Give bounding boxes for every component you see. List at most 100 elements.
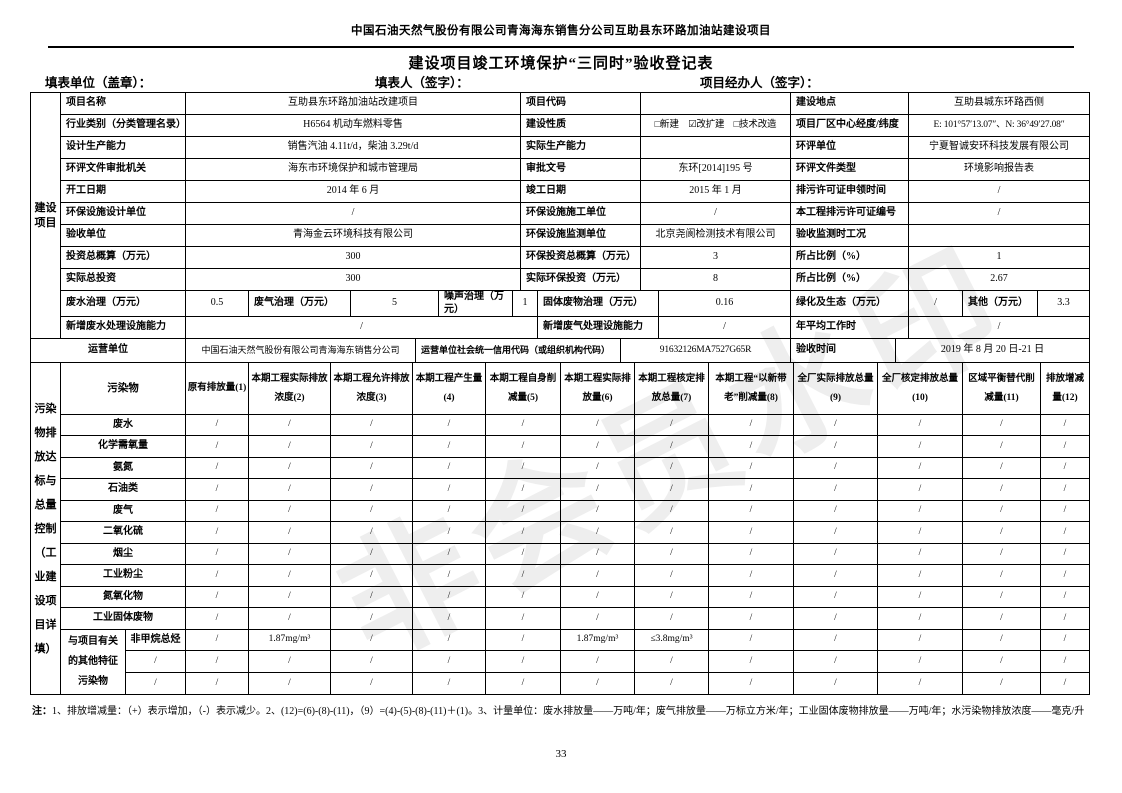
pollutant-rows: 废水 / / / / / / / / / / / / 化学需氧量 / / / / / / / / / / / / 氨氮 / / / / / / /… xyxy=(61,415,1089,630)
pollutant-value: / xyxy=(709,565,794,586)
pollutant-value: / xyxy=(635,673,709,694)
pollutant-row: 石油类 / / / / / / / / / / / / xyxy=(61,479,1089,501)
value-project-code xyxy=(641,93,791,114)
pollutant-value: / xyxy=(635,457,709,479)
pollutant-value: / xyxy=(1063,548,1067,559)
pollutant-table: 污染物 原有排放量(1) 本期工程实际排放浓度(2) 本期工程允许排放浓度(3) 本期… xyxy=(61,363,1089,694)
project-handler-label: 项目经办人（签字）： xyxy=(700,76,819,90)
band-text-line: 建设 xyxy=(34,201,57,214)
other-pollutant-row: / / / / / / / / / / / / / xyxy=(126,673,1089,694)
other-pollutant-name: 非甲烷总烃 xyxy=(126,629,186,651)
pollutant-value: / xyxy=(186,415,249,436)
band-text-line: 业建 xyxy=(34,570,57,583)
value-wastewater-treatment-fee: 0.5 xyxy=(186,291,249,316)
pollutant-value: / xyxy=(709,608,794,629)
pollutant-value: / xyxy=(249,500,331,522)
pollutant-value: / xyxy=(249,543,331,565)
pollutant-name: 废水 xyxy=(61,415,186,436)
pollutant-value: / xyxy=(413,565,486,586)
value-other-fee: 3.3 xyxy=(1057,297,1070,309)
pollutant-value: / xyxy=(486,565,561,586)
pollutant-column-header: 本期工程实际排放量(6) xyxy=(561,363,635,414)
label-greening-ecology-fee: 绿化及生态（万元） xyxy=(791,291,909,316)
label-operating-unit: 运营单位 xyxy=(31,339,186,362)
page-number: 33 xyxy=(555,748,567,760)
section-band-construction: 建设 项目 xyxy=(31,93,61,338)
label-coordinates: 项目厂区中心经度/纬度 xyxy=(791,115,909,136)
label-other-fee: 其他（万元） xyxy=(963,291,1038,316)
pollutant-value: / xyxy=(413,586,486,608)
pollutant-value: / xyxy=(186,565,249,586)
pollutant-value: / xyxy=(561,673,635,694)
pollutant-value: / xyxy=(1063,526,1067,537)
pollutant-column-title: 污染物 xyxy=(61,363,186,414)
label-new-wastewater-capacity: 新增废水处理设施能力 xyxy=(61,317,186,338)
pollutant-value: / xyxy=(186,608,249,629)
pollutant-value: / xyxy=(709,500,794,522)
other-pollutant-name: / xyxy=(126,673,186,694)
band-text-line: 设项 xyxy=(34,594,57,607)
pollutant-value: / xyxy=(331,673,413,694)
pollutant-row: 废水 / / / / / / / / / / / / xyxy=(61,415,1089,437)
value-eia-document-type: 环境影响报告表 xyxy=(964,163,1034,175)
pollutant-value: / xyxy=(561,608,635,629)
value-credit-code: 91632126MA7527G65R xyxy=(621,339,791,362)
pollutant-value: / xyxy=(1063,462,1067,473)
other-pollutants-label-line: 与项目有关 xyxy=(68,635,118,647)
pollutant-value: / xyxy=(1063,483,1067,494)
label-monitoring-unit: 环保设施监测单位 xyxy=(521,225,641,246)
label-permit-application-time: 排污许可证申领时间 xyxy=(791,181,909,202)
pollutant-value: / xyxy=(486,608,561,629)
label-eia-approval-authority: 环评文件审批机关 xyxy=(61,159,186,180)
pollutant-value: / xyxy=(413,479,486,500)
pollutant-column-header: 本期工程核定排放总量(7) xyxy=(635,363,709,414)
pollutant-name: 化学需氧量 xyxy=(61,436,186,457)
pollutant-value: / xyxy=(635,651,709,673)
label-approval-number: 审批文号 xyxy=(521,159,641,180)
pollutant-row: 二氧化硫 / / / / / / / / / / / / xyxy=(61,522,1089,544)
pollutant-value: / xyxy=(561,586,635,608)
pollutant-value: / xyxy=(486,543,561,565)
label-annual-working-hours: 年平均工作时 xyxy=(791,317,909,338)
pollutant-value: / xyxy=(878,479,963,500)
pollutant-value: / xyxy=(794,543,878,565)
registration-table: 建设 项目 项目名称 互助县东环路加油站改建项目 项目代码 建设地点 互助县城东环… xyxy=(30,92,1090,695)
pollutant-value: 1.87mg/m³ xyxy=(561,629,635,651)
pollutant-value: / xyxy=(249,436,331,457)
pollutant-name: 二氧化硫 xyxy=(61,522,186,543)
pollutant-value: / xyxy=(486,673,561,694)
pollutant-value: / xyxy=(249,586,331,608)
pollutant-value: / xyxy=(878,608,963,629)
pollutant-value: / xyxy=(486,415,561,436)
document-header-title: 中国石油天然气股份有限公司青海海东销售分公司互助县东环路加油站建设项目 xyxy=(351,25,771,37)
value-actual-capacity xyxy=(641,137,791,158)
label-wastewater-treatment-fee: 废水治理（万元） xyxy=(61,291,186,316)
pollutant-value: / xyxy=(709,673,794,694)
pollutant-value: / xyxy=(794,457,878,479)
other-pollutant-row: 非甲烷总烃/1.87mg/m³ / //1.87mg/m³ ≤3.8mg/m³ / / / /… xyxy=(126,629,1089,652)
value-design-capacity: 销售汽油 4.11t/d，柴油 3.29t/d xyxy=(186,137,521,158)
pollutant-value: / xyxy=(794,415,878,436)
pollutant-value: / xyxy=(709,586,794,608)
pollutant-value: / xyxy=(709,479,794,500)
pollutant-value: / xyxy=(1063,634,1067,645)
pollutant-value: / xyxy=(794,629,878,651)
label-project-name: 项目名称 xyxy=(61,93,186,114)
pollutant-value: / xyxy=(186,457,249,479)
pollutant-value: / xyxy=(1063,677,1067,688)
pollutant-value: / xyxy=(186,543,249,565)
pollutant-value: / xyxy=(249,522,331,543)
pollutant-value: / xyxy=(413,651,486,673)
pollutant-value: / xyxy=(186,479,249,500)
label-start-date: 开工日期 xyxy=(61,181,186,202)
pollutant-name: 废气 xyxy=(61,500,186,522)
pollutant-value: / xyxy=(794,565,878,586)
label-project-code: 项目代码 xyxy=(521,93,641,114)
pollutant-value: / xyxy=(561,522,635,543)
pollutant-value: / xyxy=(331,565,413,586)
pollutant-value: / xyxy=(249,479,331,500)
pollutant-column-header: 本期工程允许排放浓度(3) xyxy=(331,363,413,414)
value-total-investment-budget: 300 xyxy=(186,247,521,268)
band-text-line: 项目 xyxy=(34,216,57,229)
table-row: 实际总投资 300 实际环保投资（万元） 8 所占比例（%） 2.67 xyxy=(61,269,1089,291)
